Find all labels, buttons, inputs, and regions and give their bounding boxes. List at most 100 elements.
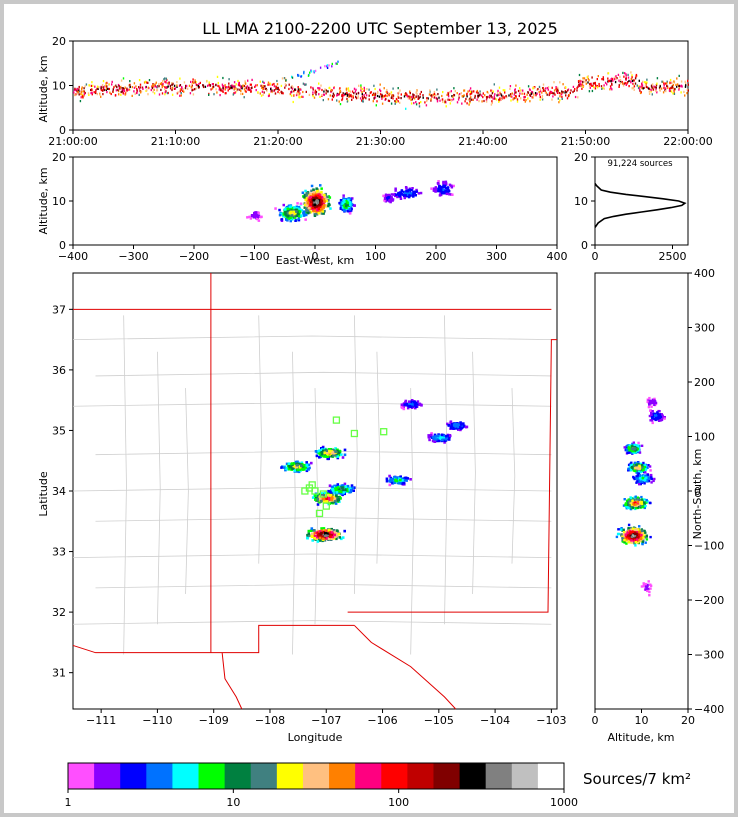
source-point: [333, 530, 337, 534]
source-point: [350, 95, 353, 98]
source-point: [303, 193, 307, 197]
source-point: [630, 526, 633, 530]
source-point: [321, 496, 324, 500]
source-point: [232, 93, 234, 96]
source-point: [110, 92, 112, 96]
source-point: [640, 444, 644, 447]
source-point: [312, 188, 315, 191]
source-point: [621, 82, 624, 85]
source-point: [373, 97, 375, 100]
source-point: [602, 86, 604, 90]
source-point: [326, 457, 329, 461]
source-point: [317, 532, 321, 535]
figure-frame: LL LMA 2100-2200 UTC September 13, 2025 …: [4, 4, 734, 813]
source-point: [316, 531, 320, 535]
source-point: [218, 88, 220, 91]
source-point: [639, 537, 643, 541]
source-point: [280, 218, 284, 221]
source-point: [274, 92, 277, 95]
source-point: [441, 98, 444, 101]
source-point: [206, 80, 208, 83]
source-point: [303, 196, 306, 199]
source-point: [305, 464, 309, 467]
source-point: [625, 73, 627, 76]
source-point: [662, 80, 664, 83]
source-point: [284, 83, 287, 86]
source-point: [629, 531, 632, 534]
source-point: [400, 193, 403, 196]
source-point: [339, 103, 342, 106]
source-point: [684, 80, 686, 83]
source-point: [394, 100, 396, 103]
source-point: [455, 427, 459, 430]
source-point: [292, 210, 296, 214]
source-point: [621, 536, 624, 540]
source-point: [462, 424, 466, 428]
source-point: [237, 79, 239, 83]
source-point: [484, 94, 486, 97]
source-point: [580, 85, 582, 88]
source-point: [212, 85, 215, 88]
source-point: [292, 212, 295, 215]
source-point: [637, 463, 640, 466]
source-point: [346, 201, 349, 205]
source-point: [254, 85, 256, 88]
source-point: [299, 202, 303, 205]
source-point: [270, 88, 272, 91]
source-point: [276, 86, 278, 89]
source-point: [343, 482, 347, 486]
source-point: [624, 537, 627, 540]
source-point: [324, 204, 327, 207]
source-point: [399, 89, 401, 92]
source-point: [368, 98, 370, 101]
source-point: [305, 203, 309, 206]
source-point: [236, 89, 238, 92]
source-point: [469, 93, 471, 96]
source-point: [73, 91, 75, 94]
source-point: [298, 96, 300, 99]
source-point: [260, 84, 262, 87]
source-point: [524, 100, 526, 103]
source-point: [660, 87, 663, 90]
source-point: [572, 90, 574, 94]
source-point: [325, 534, 328, 537]
source-point: [81, 93, 84, 96]
source-point: [96, 87, 98, 90]
source-point: [627, 498, 630, 501]
source-point: [392, 193, 395, 196]
source-point: [627, 73, 629, 76]
source-point: [298, 210, 302, 213]
source-point: [296, 207, 300, 211]
source-point: [267, 94, 270, 98]
source-point: [464, 100, 466, 103]
source-point: [318, 87, 320, 90]
source-point: [625, 537, 629, 541]
source-point: [320, 195, 323, 199]
source-point: [500, 93, 502, 96]
source-point: [404, 194, 407, 197]
source-point: [100, 86, 102, 89]
source-point: [635, 73, 638, 77]
source-point: [638, 536, 641, 539]
source-point: [326, 195, 329, 199]
source-point: [628, 449, 631, 452]
source-point: [305, 83, 307, 86]
source-point: [620, 528, 623, 531]
source-point: [610, 80, 612, 83]
source-point: [146, 89, 148, 92]
source-point: [316, 535, 319, 539]
source-point: [245, 86, 247, 89]
source-point: [283, 77, 286, 80]
source-point: [341, 536, 345, 539]
source-point: [207, 84, 209, 87]
source-point: [375, 104, 377, 107]
source-point: [112, 90, 114, 93]
source-point: [379, 88, 381, 91]
source-point: [323, 451, 326, 455]
source-point: [628, 540, 631, 544]
source-point: [523, 92, 526, 95]
source-point: [631, 506, 634, 509]
source-point: [621, 540, 625, 543]
source-point: [442, 91, 444, 94]
source-point: [343, 453, 347, 457]
